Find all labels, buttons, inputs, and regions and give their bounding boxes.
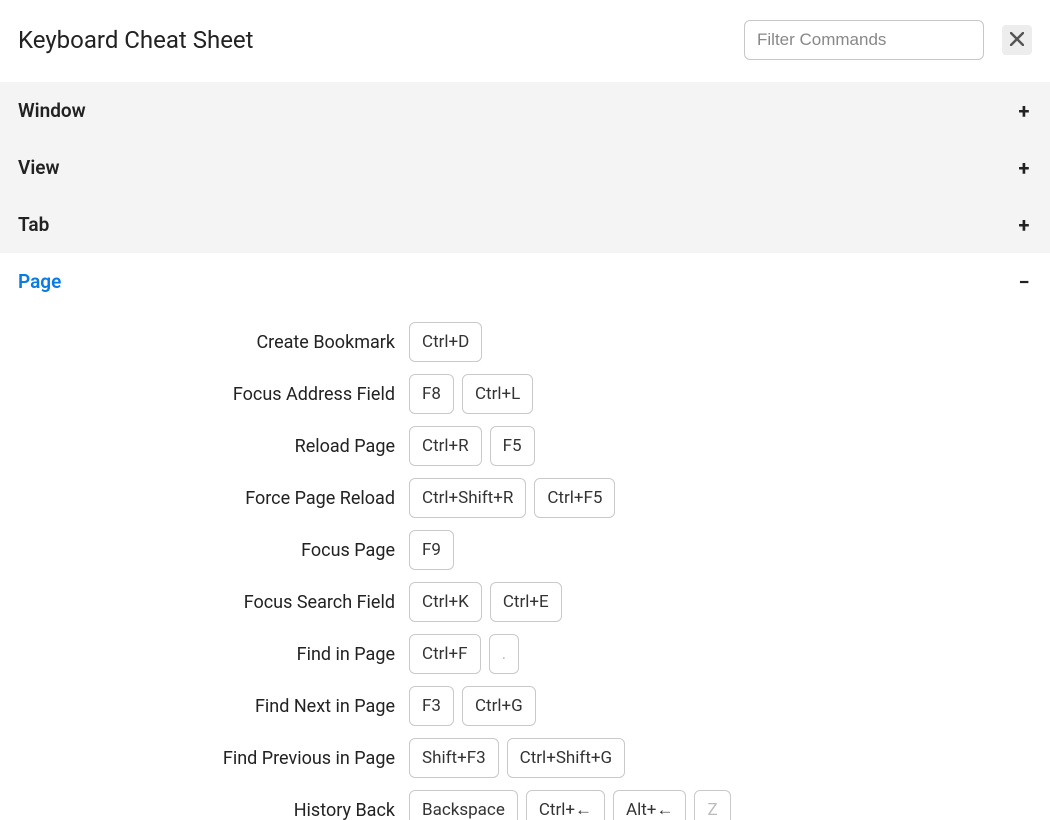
keyboard-key[interactable]: Ctrl+G: [462, 686, 536, 726]
section-header-view[interactable]: View +: [0, 139, 1050, 196]
page-title: Keyboard Cheat Sheet: [18, 26, 254, 54]
close-button[interactable]: [1002, 25, 1032, 55]
keyboard-key[interactable]: Ctrl+K: [409, 582, 482, 622]
section-body-page: Create Bookmark Ctrl+D Focus Address Field…: [0, 310, 1050, 820]
keyboard-key[interactable]: F3: [409, 686, 454, 726]
section-header-tab[interactable]: Tab +: [0, 196, 1050, 253]
keyboard-key[interactable]: F9: [409, 530, 454, 570]
plus-icon: +: [1016, 158, 1032, 178]
plus-icon: +: [1016, 215, 1032, 235]
shortcut-keys: Ctrl+KCtrl+E: [409, 582, 562, 622]
shortcut-keys: Ctrl+Shift+RCtrl+F5: [409, 478, 615, 518]
shortcut-keys: Ctrl+D: [409, 322, 482, 362]
shortcut-row: Reload Page Ctrl+RF5: [0, 420, 1050, 472]
shortcut-row: Find Next in Page F3Ctrl+G: [0, 680, 1050, 732]
section-title: Window: [18, 99, 86, 122]
keyboard-key[interactable]: Ctrl+R: [409, 426, 482, 466]
shortcut-row: Find in Page Ctrl+F.: [0, 628, 1050, 680]
shortcut-keys: F8Ctrl+L: [409, 374, 533, 414]
shortcut-row: Focus Page F9: [0, 524, 1050, 576]
sections-container: Window + View + Tab + Page − Create Bookmark Ctrl…: [0, 82, 1050, 820]
keyboard-key[interactable]: Ctrl+F5: [534, 478, 615, 518]
header-controls: [744, 20, 1032, 60]
shortcut-label: Create Bookmark: [0, 332, 395, 353]
shortcut-label: Focus Search Field: [0, 592, 395, 613]
shortcut-row: Create Bookmark Ctrl+D: [0, 316, 1050, 368]
shortcut-label: Force Page Reload: [0, 488, 395, 509]
shortcut-keys: Ctrl+RF5: [409, 426, 535, 466]
shortcut-row: Focus Address Field F8Ctrl+L: [0, 368, 1050, 420]
shortcut-row: Focus Search Field Ctrl+KCtrl+E: [0, 576, 1050, 628]
keyboard-key[interactable]: Ctrl+F: [409, 634, 481, 674]
plus-icon: +: [1016, 101, 1032, 121]
filter-commands-input[interactable]: [744, 20, 984, 60]
shortcut-label: Find in Page: [0, 644, 395, 665]
shortcut-list-scroll[interactable]: Window + View + Tab + Page − Create Bookmark Ctrl…: [0, 82, 1050, 820]
close-icon: [1010, 32, 1024, 49]
section-title: Page: [18, 270, 61, 293]
shortcut-keys: Shift+F3Ctrl+Shift+G: [409, 738, 625, 778]
shortcut-row: History BackBackspaceCtrl+←Alt+←Z: [0, 784, 1050, 820]
shortcut-label: Find Next in Page: [0, 696, 395, 717]
header: Keyboard Cheat Sheet: [0, 0, 1050, 82]
keyboard-key[interactable]: Shift+F3: [409, 738, 499, 778]
section-title: Tab: [18, 213, 49, 236]
keyboard-key[interactable]: .: [489, 634, 519, 674]
shortcut-label: Reload Page: [0, 436, 395, 457]
shortcut-keys: F3Ctrl+G: [409, 686, 536, 726]
shortcut-keys: Ctrl+F.: [409, 634, 519, 674]
keyboard-key[interactable]: Ctrl+Shift+R: [409, 478, 526, 518]
shortcut-keys: F9: [409, 530, 454, 570]
keyboard-key[interactable]: F8: [409, 374, 454, 414]
shortcut-label: Focus Address Field: [0, 384, 395, 405]
section-header-window[interactable]: Window +: [0, 82, 1050, 139]
shortcut-label: History Back: [0, 800, 395, 820]
keyboard-key[interactable]: Ctrl+D: [409, 322, 482, 362]
section-title: View: [18, 156, 60, 179]
minus-icon: −: [1016, 272, 1032, 292]
keyboard-key[interactable]: Ctrl+E: [490, 582, 562, 622]
shortcut-label: Find Previous in Page: [0, 748, 395, 769]
section-header-page[interactable]: Page −: [0, 253, 1050, 310]
shortcut-row: Find Previous in Page Shift+F3Ctrl+Shift+…: [0, 732, 1050, 784]
keyboard-key[interactable]: Ctrl+L: [462, 374, 533, 414]
keyboard-key[interactable]: Ctrl+Shift+G: [507, 738, 625, 778]
keyboard-key[interactable]: F5: [490, 426, 535, 466]
shortcut-row: Force Page Reload Ctrl+Shift+RCtrl+F5: [0, 472, 1050, 524]
shortcut-label: Focus Page: [0, 540, 395, 561]
